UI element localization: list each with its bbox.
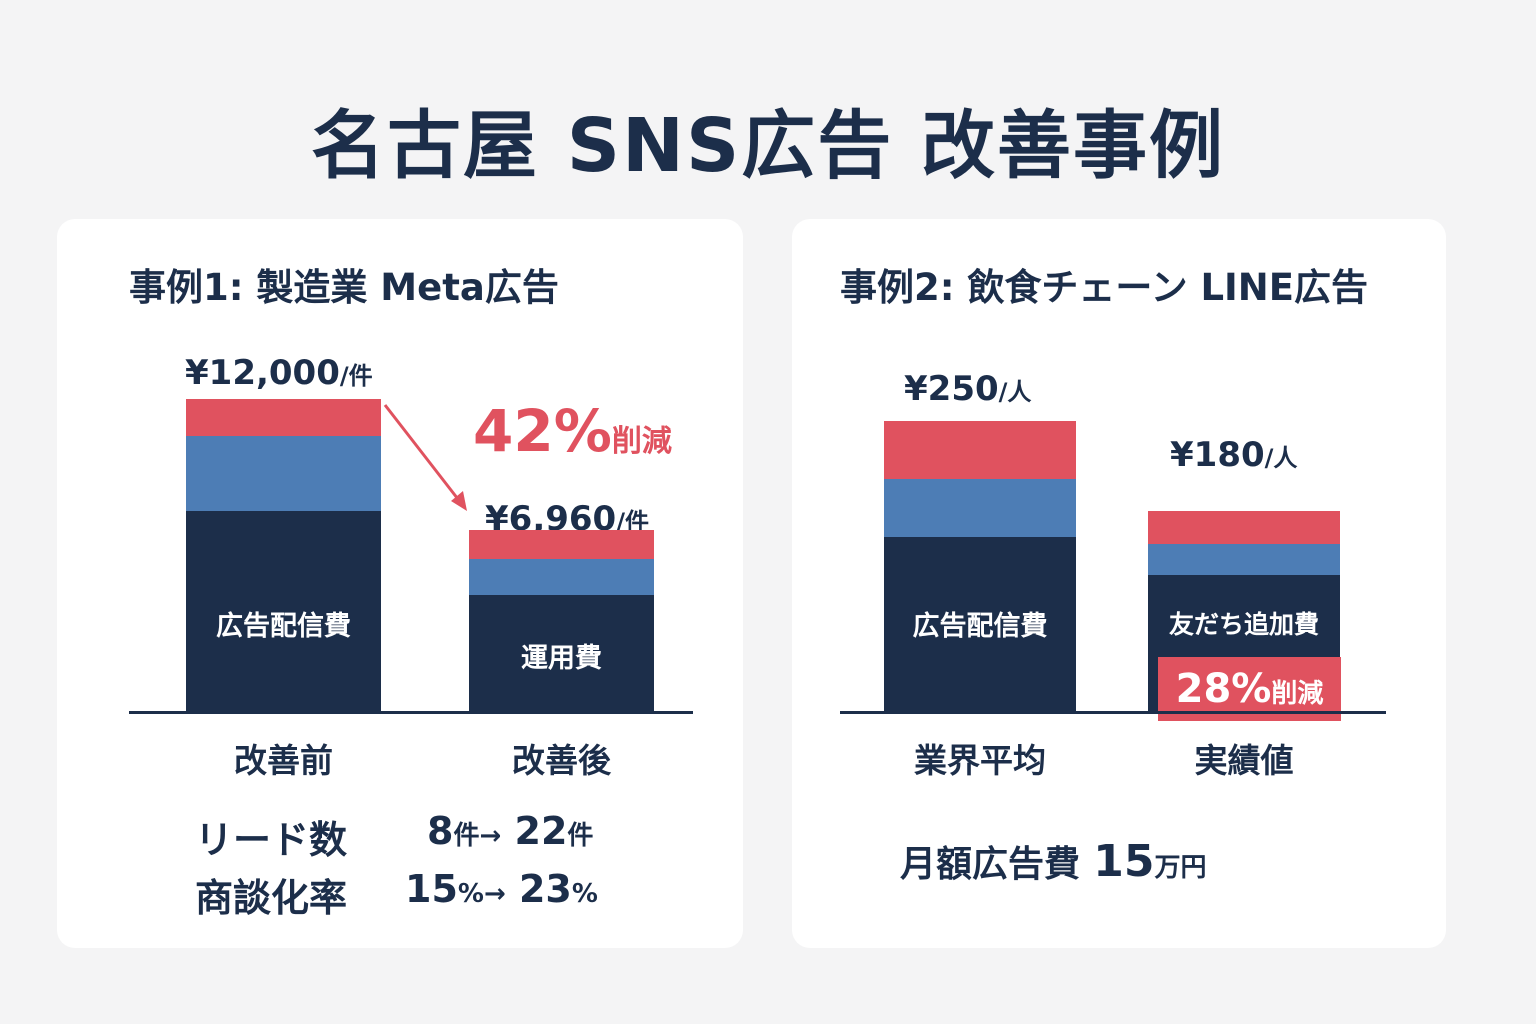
case1-card: 事例1: 製造業 Meta広告 ¥12,000/件 ¥6,960/件 広告配信費…	[57, 219, 743, 948]
case1-bar2-seg-navy	[469, 595, 654, 711]
case1-metric-conv-label: 商談化率	[195, 876, 348, 920]
case1-bar1-label: 広告配信費	[216, 611, 351, 642]
case1-category-before: 改善前	[234, 741, 333, 780]
case1-bar2-label: 運用費	[521, 642, 602, 674]
case1-bar1-value: ¥12,000/件	[185, 353, 373, 393]
case2-card: 事例2: 飲食チェーン LINE広告 ¥250/人 ¥180/人 広告配信費 友…	[792, 219, 1446, 948]
case1-bar2-seg-blue	[469, 558, 654, 596]
case1-bar-after: 運用費	[469, 530, 654, 711]
case1-bar1-seg-red	[186, 399, 381, 437]
case2-bar1-seg-red	[884, 421, 1076, 479]
case1-bar-before: 広告配信費	[186, 399, 381, 711]
case2-bar1-seg-blue	[884, 479, 1076, 537]
case1-bar1-seg-navy	[186, 511, 381, 711]
case2-bar2-seg-blue	[1148, 543, 1340, 576]
case2-bar2-value: ¥180/人	[1170, 435, 1298, 475]
case2-reduction-badge: 28%削減	[1158, 657, 1341, 721]
case2-title: 事例2: 飲食チェーン LINE広告	[840, 266, 1369, 309]
case2-baseline	[840, 711, 1386, 714]
case1-reduction: 42%削減	[473, 397, 672, 465]
case2-bar1-seg-navy	[884, 537, 1076, 711]
case2-bar1-value: ¥250/人	[904, 369, 1032, 409]
case2-bar2-seg-red	[1148, 510, 1340, 544]
case2-category-industry: 業界平均	[914, 741, 1046, 780]
case1-metric-leads-value: 8件→ 22件	[427, 809, 594, 853]
case2-bar1-label: 広告配信費	[912, 611, 1048, 642]
case1-bar2-seg-red	[469, 530, 654, 559]
case2-bar-industry: 広告配信費	[884, 421, 1076, 711]
case1-arrow	[383, 404, 467, 511]
case1-baseline	[129, 711, 693, 714]
case2-bar2-label: 友だち追加費	[1168, 609, 1319, 639]
case1-category-after: 改善後	[512, 741, 611, 780]
case1-title: 事例1: 製造業 Meta広告	[129, 266, 559, 309]
case2-monthly-budget: 月額広告費 15万円	[900, 836, 1207, 887]
case1-metric-conv-value: 15%→ 23%	[405, 867, 598, 911]
case1-bar1-seg-blue	[186, 436, 381, 512]
case1-metric-leads-label: リード数	[195, 818, 348, 862]
case2-category-actual: 実績値	[1194, 741, 1294, 780]
page-title: 名古屋 SNS広告 改善事例	[310, 103, 1226, 189]
